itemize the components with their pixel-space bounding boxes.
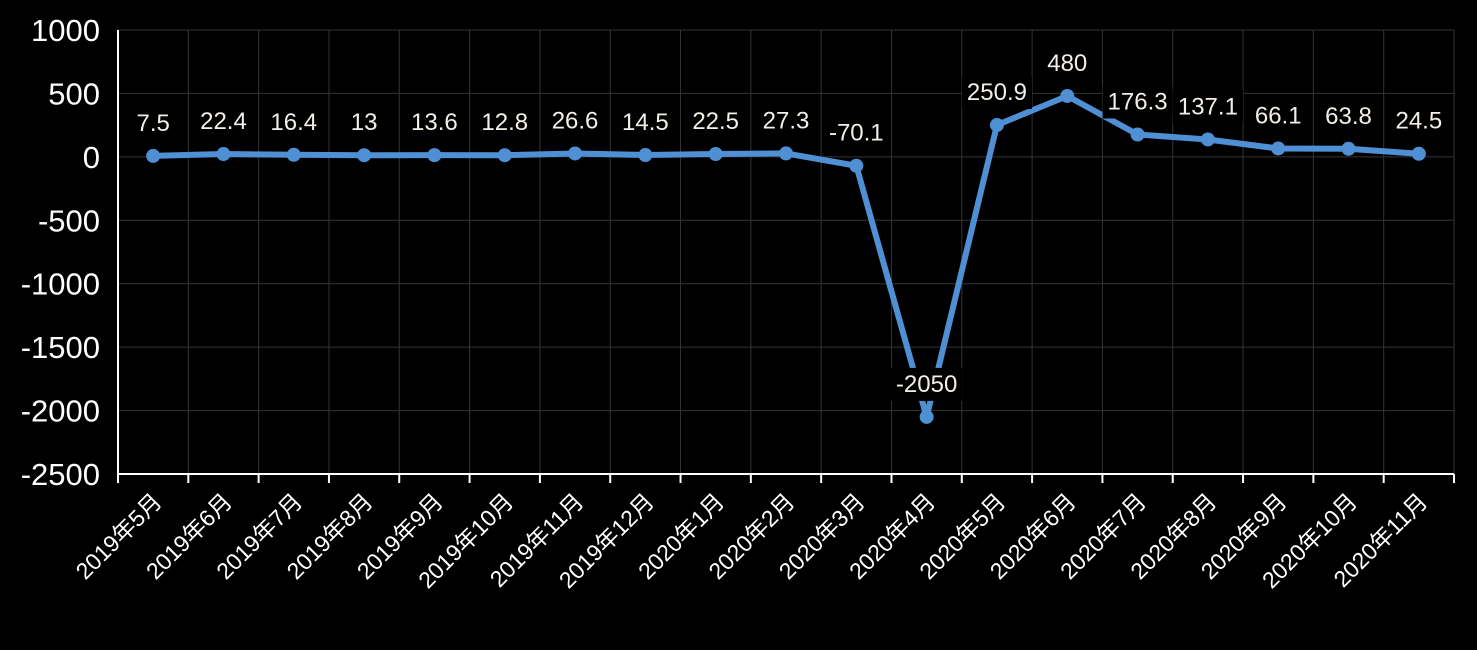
- data-point: [216, 147, 231, 162]
- data-label-background: [1042, 46, 1093, 80]
- y-axis-label: -500: [38, 203, 100, 238]
- data-point: [146, 148, 161, 163]
- data-point: [919, 409, 934, 424]
- data-label-background: [195, 105, 252, 139]
- data-label: 16.4: [270, 109, 317, 136]
- data-point: [1060, 88, 1075, 103]
- data-label: 250.9: [967, 79, 1027, 106]
- data-label-backgrounds-group: [131, 46, 1448, 401]
- data-label-background: [265, 105, 323, 139]
- data-label-background: [1102, 85, 1173, 119]
- y-axis-label: -2500: [21, 457, 100, 492]
- data-label-background: [1390, 104, 1448, 138]
- data-label-background: [961, 76, 1032, 110]
- data-label-background: [757, 104, 815, 138]
- data-point: [989, 118, 1004, 133]
- data-label: 27.3: [763, 107, 810, 134]
- data-label-background: [345, 106, 383, 140]
- data-label: 66.1: [1255, 102, 1302, 129]
- data-label: 14.5: [622, 109, 669, 136]
- data-point: [1200, 132, 1215, 147]
- data-label-background: [1320, 99, 1377, 133]
- x-axis-labels-group: 2019年5月2019年6月2019年7月2019年8月2019年9月2019年…: [71, 488, 1433, 593]
- data-point: [568, 146, 583, 161]
- data-label: 176.3: [1108, 88, 1168, 115]
- data-label-background: [1172, 90, 1243, 124]
- data-point: [638, 148, 653, 163]
- y-axis-label: 500: [48, 76, 100, 111]
- data-label: -70.1: [829, 120, 884, 147]
- axes-group: [117, 30, 1455, 483]
- data-label-background: [546, 104, 604, 138]
- data-label: 13.6: [411, 109, 458, 136]
- data-labels-group: 7.5 22.4 16.4 13 13.6 12.8 26.6 14.5 22.5 27.3 -70…: [136, 50, 1442, 398]
- series-line-group: [150, 92, 1422, 420]
- data-label: 24.5: [1395, 108, 1442, 135]
- data-label-background: [131, 106, 175, 140]
- y-axis-label: 1000: [31, 13, 100, 48]
- data-point: [1271, 141, 1286, 156]
- data-point: [357, 148, 372, 163]
- y-axis-label: -1000: [21, 267, 100, 302]
- data-label-background: [823, 116, 889, 150]
- data-label: 7.5: [136, 110, 169, 137]
- y-axis-label: -2000: [21, 394, 100, 429]
- data-label-background: [617, 106, 674, 140]
- y-axis-label: -1500: [21, 330, 100, 365]
- data-point: [708, 147, 723, 162]
- data-label-background: [1249, 99, 1307, 133]
- data-label: 26.6: [552, 107, 599, 134]
- y-axis-label: 0: [83, 140, 100, 175]
- series-line: [150, 92, 1422, 420]
- gridlines-group: [117, 29, 1455, 475]
- data-label: 137.1: [1178, 93, 1238, 120]
- y-axis-labels-group: 1000 500 0 -500 -1000 -1500 -2000 -2500: [21, 13, 100, 492]
- data-label-background: [890, 367, 963, 401]
- data-label: 22.4: [200, 108, 247, 135]
- data-label: 12.8: [481, 109, 528, 136]
- data-label-background: [687, 105, 745, 139]
- data-label-background: [406, 106, 463, 140]
- data-point: [1411, 146, 1426, 161]
- data-point: [427, 148, 442, 163]
- data-point: [1130, 127, 1145, 142]
- data-point: [497, 148, 512, 163]
- data-point: [286, 147, 301, 162]
- data-label: 13: [351, 109, 378, 136]
- data-label: 480: [1047, 50, 1087, 77]
- data-point: [849, 158, 864, 173]
- data-point: [779, 146, 793, 161]
- data-label: 63.8: [1325, 103, 1372, 130]
- data-label: 22.5: [692, 108, 739, 135]
- data-point: [1341, 141, 1356, 156]
- data-label: -2050: [896, 371, 957, 398]
- markers-group: [146, 88, 1426, 424]
- data-label-background: [476, 106, 534, 140]
